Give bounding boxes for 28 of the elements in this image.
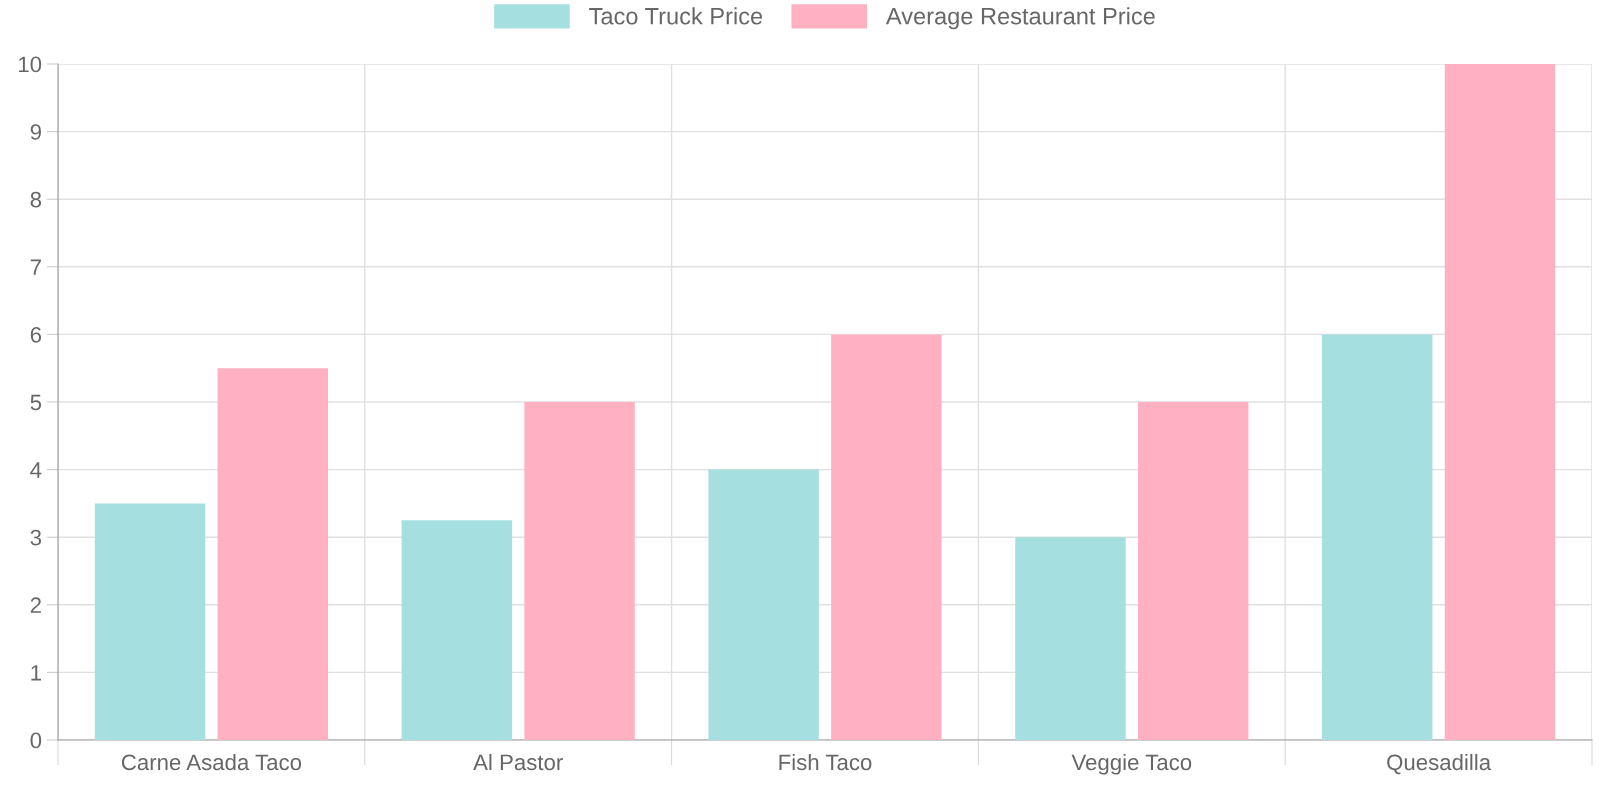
legend-label: Average Restaurant Price (885, 7, 1155, 30)
y-tick-label: 6 (30, 326, 42, 343)
y-tick-label: 7 (30, 259, 41, 275)
bar (1322, 334, 1433, 740)
bar (524, 402, 635, 740)
y-tick-label: 4 (30, 462, 42, 478)
bar (1015, 537, 1126, 740)
x-tick-label: Carne Asada Taco (121, 753, 302, 771)
x-tick-label: Fish Taco (779, 753, 872, 771)
legend-label: Taco Truck Price (589, 7, 763, 25)
bar (217, 368, 328, 740)
x-tick-label: Al Pastor (473, 753, 563, 771)
y-tick-label: 8 (30, 191, 42, 208)
bar (1444, 64, 1556, 740)
y-tick-label: 5 (30, 394, 42, 411)
bar (831, 334, 942, 740)
y-tick-label: 10 (19, 56, 42, 73)
bar (708, 469, 819, 740)
y-tick-label: 9 (30, 124, 41, 140)
x-tick-label: Veggie Taco (1071, 753, 1192, 775)
y-tick-label: 0 (30, 732, 42, 749)
y-tick-label: 1 (31, 665, 41, 681)
y-tick-label: 3 (30, 529, 42, 546)
y-tick-label: 2 (30, 597, 41, 613)
bar (94, 503, 206, 740)
bar (401, 520, 513, 740)
bar (1137, 402, 1249, 740)
x-tick-label: Quesadilla (1387, 753, 1492, 775)
